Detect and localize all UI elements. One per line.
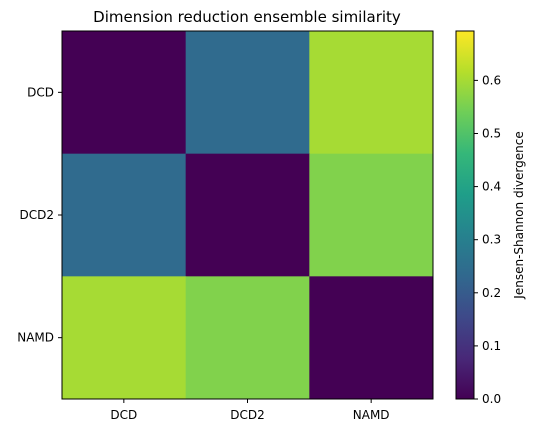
colorbar bbox=[455, 30, 475, 400]
x-tick-label: NAMD bbox=[353, 408, 390, 422]
colorbar-tick-label: 0.5 bbox=[482, 126, 501, 140]
colorbar-tick-label: 0.3 bbox=[482, 233, 501, 247]
heatmap-cell-namd-namd bbox=[309, 276, 434, 400]
chart-title: Dimension reduction ensemble similarity bbox=[93, 8, 401, 26]
y-axis: DCD DCD2 NAMD bbox=[17, 85, 62, 345]
y-tick-label: NAMD bbox=[17, 331, 54, 345]
colorbar-axis: 0.0 0.1 0.2 0.3 0.4 0.5 0.6 bbox=[474, 73, 501, 406]
x-tick-label: DCD bbox=[110, 408, 137, 422]
heatmap-cell-namd-dcd2 bbox=[185, 276, 310, 400]
x-tick-label: DCD2 bbox=[230, 408, 265, 422]
heatmap-cell-dcd-dcd2 bbox=[185, 31, 310, 155]
colorbar-tick-label: 0.4 bbox=[482, 180, 501, 194]
colorbar-tick-label: 0.0 bbox=[482, 392, 501, 406]
heatmap-cell-dcd-namd bbox=[309, 31, 434, 155]
heatmap-cell-dcd2-dcd bbox=[62, 153, 187, 277]
colorbar-label: Jensen-Shannon divergence bbox=[512, 131, 526, 299]
heatmap-cells bbox=[62, 31, 434, 400]
colorbar-tick-label: 0.6 bbox=[482, 73, 501, 87]
y-tick-label: DCD2 bbox=[20, 208, 55, 222]
heatmap-cell-dcd-dcd bbox=[62, 31, 187, 155]
heatmap-cell-namd-dcd bbox=[62, 276, 187, 400]
y-tick-label: DCD bbox=[27, 85, 54, 99]
heatmap-cell-dcd2-dcd2 bbox=[185, 153, 310, 277]
x-axis: DCD DCD2 NAMD bbox=[110, 399, 390, 422]
heatmap-cell-dcd2-namd bbox=[309, 153, 434, 277]
colorbar-tick-label: 0.2 bbox=[482, 286, 501, 300]
colorbar-tick-label: 0.1 bbox=[482, 339, 501, 353]
